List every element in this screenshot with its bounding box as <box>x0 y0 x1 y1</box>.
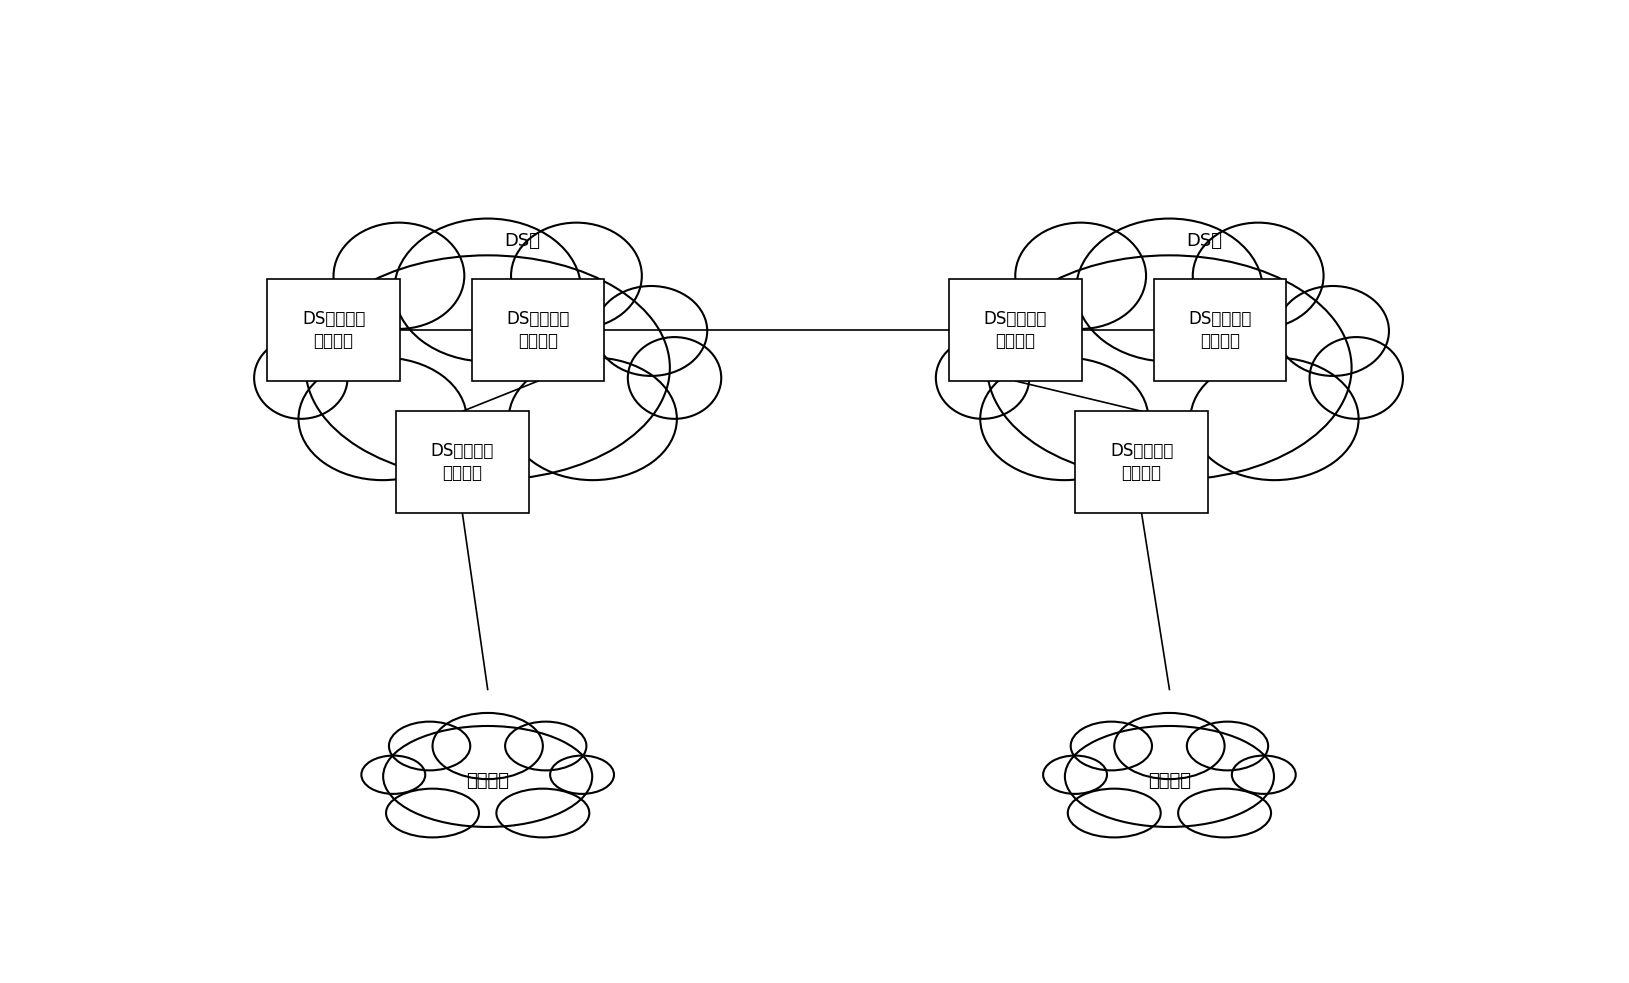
Ellipse shape <box>1043 756 1108 794</box>
Text: DS域: DS域 <box>505 232 541 250</box>
FancyBboxPatch shape <box>396 411 529 513</box>
Ellipse shape <box>298 358 466 480</box>
Ellipse shape <box>1277 286 1390 376</box>
Ellipse shape <box>383 726 593 827</box>
Ellipse shape <box>505 722 586 771</box>
Ellipse shape <box>1178 788 1271 838</box>
Ellipse shape <box>950 286 1062 376</box>
Ellipse shape <box>627 337 722 419</box>
Ellipse shape <box>512 222 642 329</box>
Ellipse shape <box>1065 726 1274 827</box>
Ellipse shape <box>935 337 1030 419</box>
Text: DS节点（边
界节点）: DS节点（边 界节点） <box>984 310 1047 350</box>
Ellipse shape <box>1070 722 1152 771</box>
Ellipse shape <box>1310 337 1403 419</box>
Ellipse shape <box>306 256 670 480</box>
Ellipse shape <box>1232 756 1295 794</box>
Ellipse shape <box>1191 358 1359 480</box>
Text: DS节点（边
界节点）: DS节点（边 界节点） <box>1109 442 1173 483</box>
Ellipse shape <box>1067 788 1161 838</box>
Text: DS域: DS域 <box>1186 232 1222 250</box>
FancyBboxPatch shape <box>950 279 1082 381</box>
FancyBboxPatch shape <box>1153 279 1287 381</box>
Ellipse shape <box>334 222 464 329</box>
Ellipse shape <box>433 713 542 780</box>
Ellipse shape <box>1114 713 1225 780</box>
Text: DS节点（内
部节点）: DS节点（内 部节点） <box>301 310 365 350</box>
Ellipse shape <box>389 722 471 771</box>
FancyBboxPatch shape <box>267 279 401 381</box>
Text: 用户网络: 用户网络 <box>466 772 510 789</box>
Text: DS节点（边
界节点）: DS节点（边 界节点） <box>430 442 494 483</box>
Ellipse shape <box>386 788 479 838</box>
Ellipse shape <box>362 756 425 794</box>
FancyBboxPatch shape <box>472 279 604 381</box>
Ellipse shape <box>497 788 590 838</box>
Ellipse shape <box>551 756 614 794</box>
Ellipse shape <box>269 286 380 376</box>
Text: DS节点（边
界节点）: DS节点（边 界节点） <box>507 310 570 350</box>
Ellipse shape <box>1188 722 1267 771</box>
Ellipse shape <box>1077 218 1262 362</box>
Text: DS节点（内
部节点）: DS节点（内 部节点） <box>1188 310 1251 350</box>
FancyBboxPatch shape <box>1075 411 1209 513</box>
Ellipse shape <box>981 358 1148 480</box>
Ellipse shape <box>1015 222 1147 329</box>
Ellipse shape <box>508 358 678 480</box>
Ellipse shape <box>254 337 347 419</box>
Ellipse shape <box>394 218 582 362</box>
Ellipse shape <box>987 256 1352 480</box>
Text: 用户网络: 用户网络 <box>1148 772 1191 789</box>
Ellipse shape <box>1192 222 1324 329</box>
Ellipse shape <box>595 286 707 376</box>
